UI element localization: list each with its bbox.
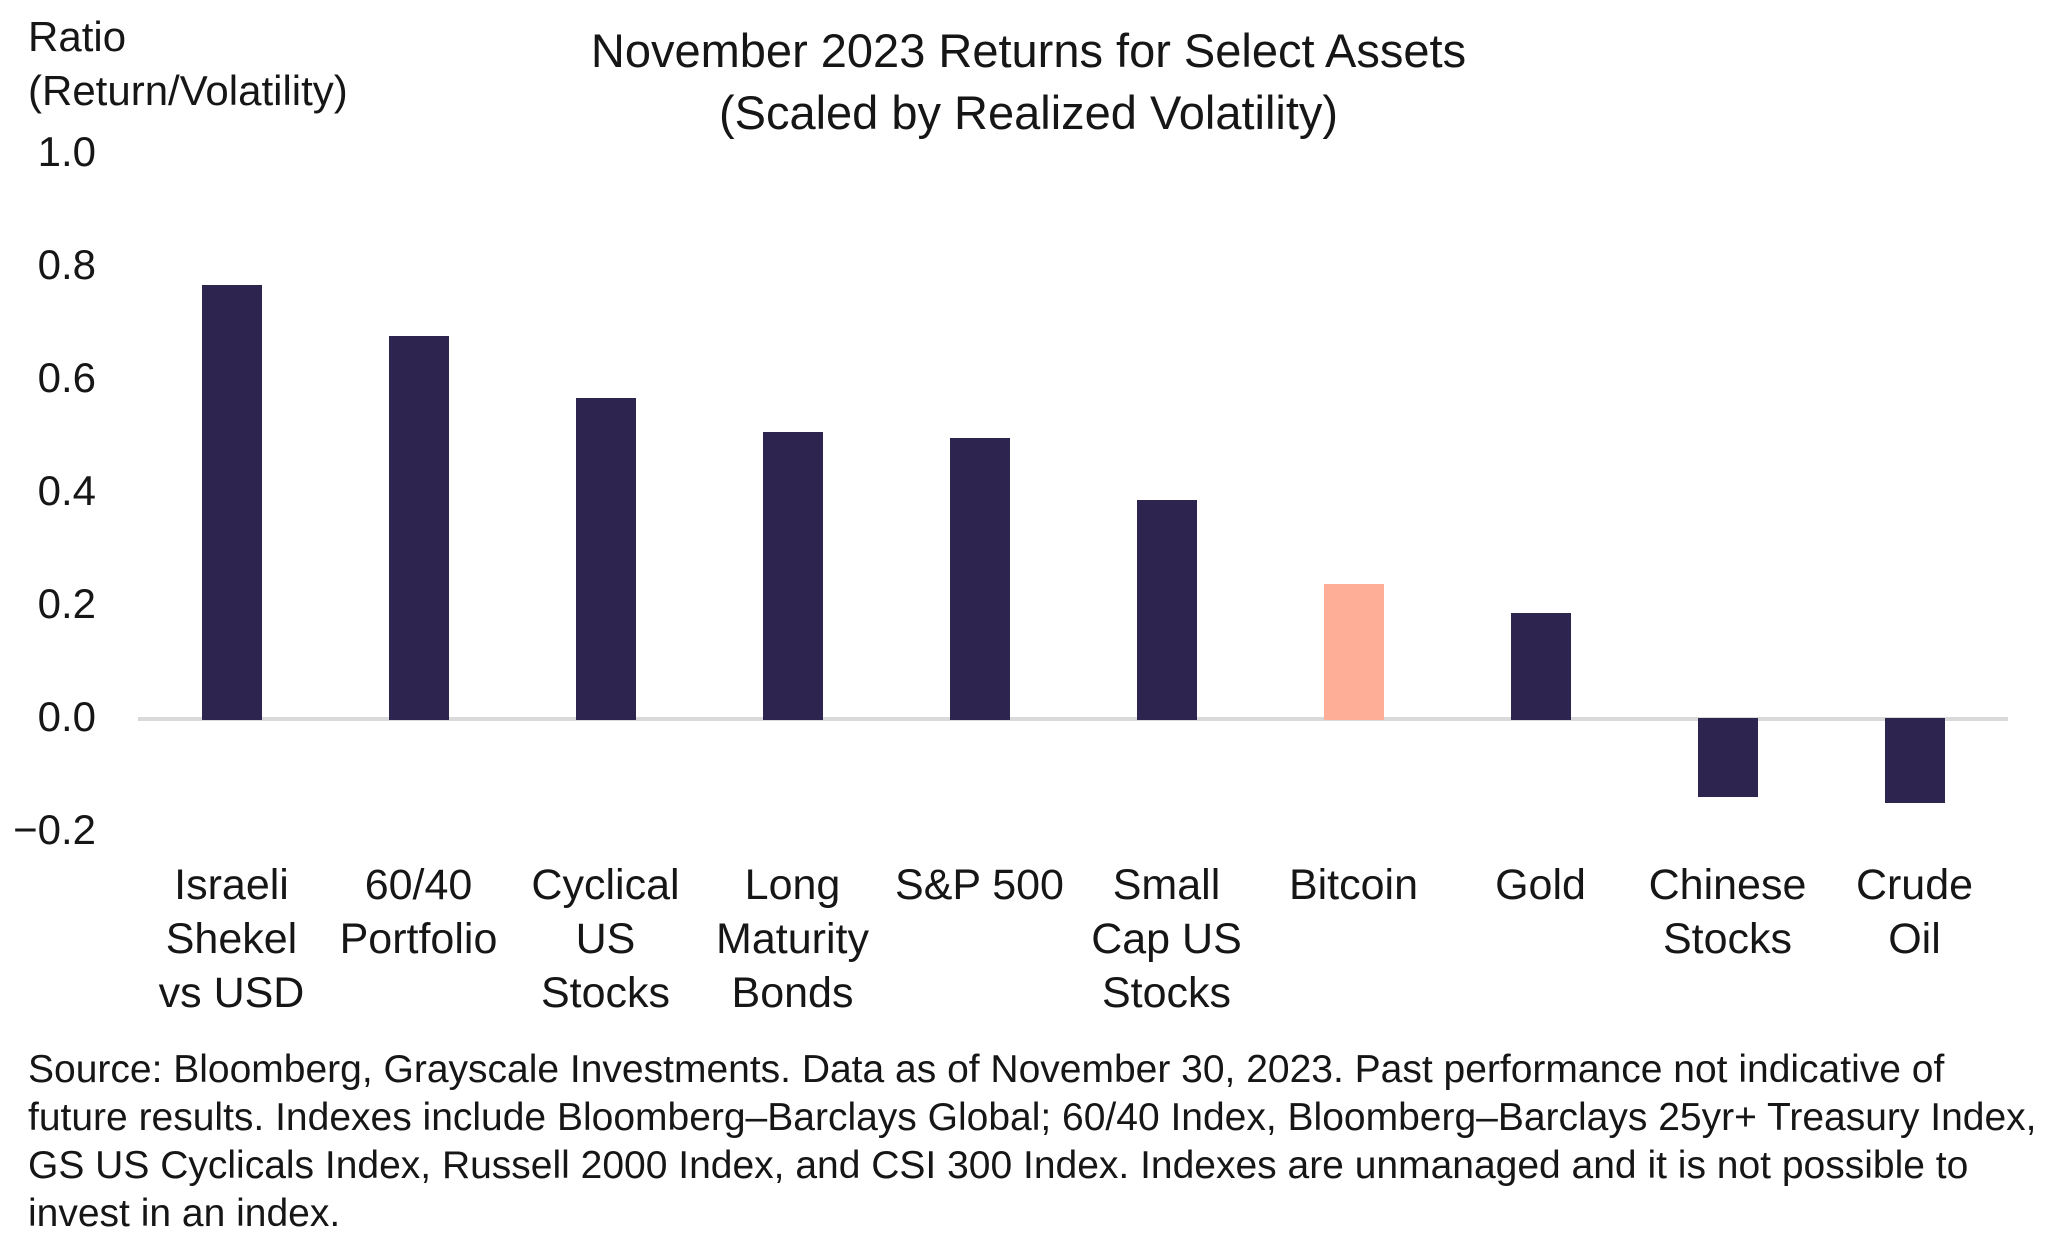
- category-label-line: Oil: [1888, 915, 1941, 963]
- category-label-line: Stocks: [540, 969, 671, 1017]
- category-label-small-cap-us-stocks: Small Cap US Stocks: [1073, 858, 1261, 1020]
- category-label-gold: Gold: [1447, 858, 1635, 912]
- bar-bitcoin: [1323, 584, 1384, 720]
- category-label-line: Stocks: [1101, 969, 1232, 1017]
- category-label-line: Gold: [1495, 861, 1586, 909]
- y-tick-0.0: 0.0: [37, 693, 96, 740]
- category-label-line: Shekel: [165, 915, 298, 963]
- category-label-line: vs USD: [158, 969, 305, 1017]
- y-tick-0.6: 0.6: [37, 354, 96, 401]
- category-label-line: Stocks: [1662, 915, 1793, 963]
- category-label-line: Chinese: [1648, 861, 1807, 909]
- y-tick-0.8: 0.8: [37, 241, 96, 288]
- category-label-line: Bonds: [731, 969, 854, 1017]
- bar-cyclical-us-stocks: [575, 397, 636, 720]
- category-label-chinese-stocks: Chinese Stocks: [1634, 858, 1822, 966]
- chart-title-line1: November 2023 Returns for Select Assets: [590, 24, 1467, 77]
- category-label-line: Long: [744, 861, 841, 909]
- category-label-line: Maturity: [716, 915, 869, 963]
- y-tick-0.2: 0.2: [37, 580, 96, 627]
- chart-title-line2: (Scaled by Realized Volatility): [718, 86, 1339, 139]
- category-label-line: Crude: [1855, 861, 1974, 909]
- category-label-long-maturity-bonds: Long Maturity Bonds: [699, 858, 887, 1020]
- category-label-line: Portfolio: [339, 915, 498, 963]
- y-axis-title-line2: (Return/Volatility): [28, 67, 348, 114]
- bar-gold: [1510, 612, 1571, 720]
- category-label-line: Cap US: [1091, 915, 1242, 963]
- bar-long-maturity-bonds: [762, 431, 823, 720]
- bar-israeli-shekel-vs-usd: [201, 284, 262, 720]
- category-label-60-40-portfolio: 60/40 Portfolio: [325, 858, 513, 966]
- bar-s-p-500: [949, 437, 1010, 720]
- bar-60-40-portfolio: [388, 335, 449, 720]
- y-tick-0.4: 0.4: [37, 467, 96, 514]
- category-label-line: Israeli: [174, 861, 289, 909]
- category-label-bitcoin: Bitcoin: [1260, 858, 1448, 912]
- category-label-line: US: [575, 915, 636, 963]
- category-label-line: Bitcoin: [1288, 861, 1419, 909]
- y-tick-neg-0.2: −0.2: [13, 806, 96, 853]
- category-label-line: S&P 500: [895, 861, 1064, 909]
- source-note: Source: Bloomberg, Grayscale Investments…: [28, 1048, 2037, 1235]
- bar-small-cap-us-stocks: [1136, 499, 1197, 720]
- y-axis-title: Ratio (Return/Volatility): [28, 10, 348, 118]
- category-label-line: 60/40: [364, 861, 473, 909]
- category-label-s-p-500: S&P 500: [886, 858, 1074, 912]
- chart-title: November 2023 Returns for Select Assets …: [0, 20, 2057, 144]
- y-axis-title-line1: Ratio: [28, 13, 127, 60]
- category-label-crude-oil: Crude Oil: [1821, 858, 2009, 966]
- zero-axis-line: [138, 717, 2008, 721]
- category-label-cyclical-us-stocks: Cyclical US Stocks: [512, 858, 700, 1020]
- category-label-line: Small: [1112, 861, 1221, 909]
- category-label-line: Cyclical: [531, 861, 680, 909]
- category-label-israeli-shekel-vs-usd: Israeli Shekel vs USD: [138, 858, 326, 1020]
- bar-crude-oil: [1884, 718, 1945, 803]
- y-tick-1.0: 1.0: [37, 128, 96, 175]
- bar-chinese-stocks: [1697, 718, 1758, 798]
